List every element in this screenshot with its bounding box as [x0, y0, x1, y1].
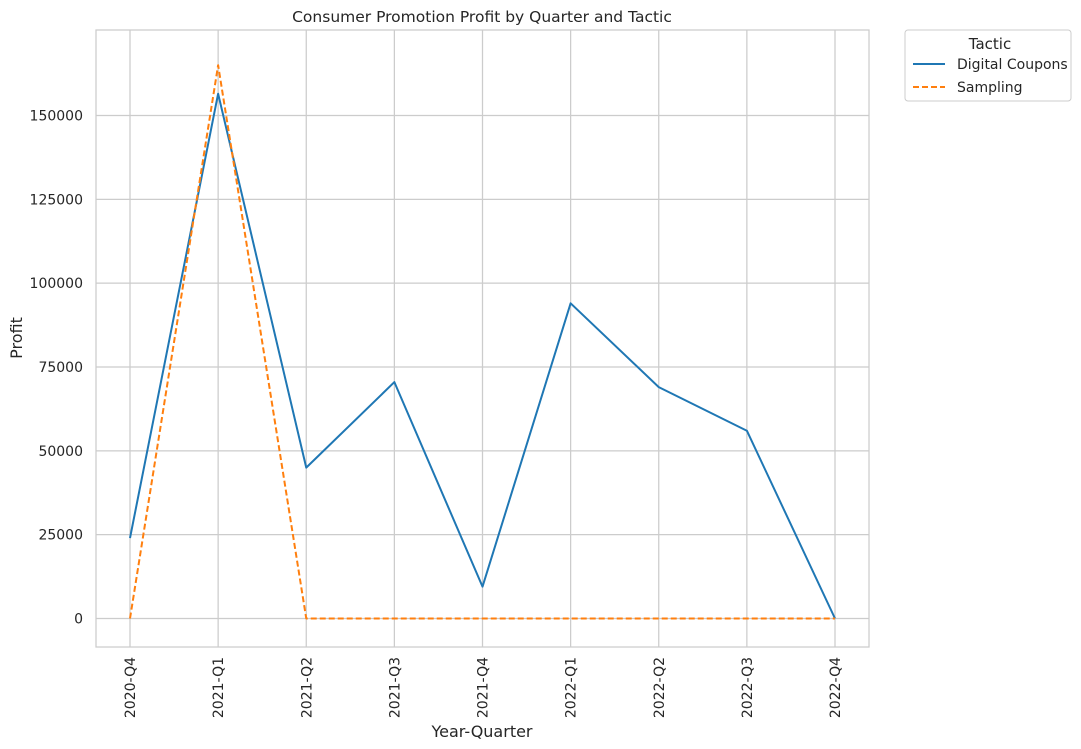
legend: Tactic Digital Coupons Sampling [904, 29, 1072, 102]
tick-labels: 0 25000 50000 75000 100000 125000 150000 2020-Q… [30, 109, 844, 719]
y-tick-label: 125000 [30, 192, 83, 208]
x-tick-label: 2022-Q4 [828, 657, 844, 718]
y-tick-label: 75000 [38, 360, 83, 376]
series-lines [129, 64, 836, 620]
series-line-sampling [129, 64, 835, 620]
y-tick-label: 25000 [38, 528, 83, 544]
legend-title: Tactic [968, 35, 1011, 53]
x-tick-label: 2020-Q4 [123, 657, 139, 718]
x-tick-label: 2022-Q3 [740, 657, 756, 718]
x-axis-label: Year-Quarter [430, 722, 532, 741]
y-tick-label: 150000 [30, 109, 83, 125]
x-tick-label: 2021-Q3 [387, 657, 403, 718]
series-line-digital-coupons [129, 92, 836, 619]
chart-title: Consumer Promotion Profit by Quarter and… [292, 8, 672, 26]
y-tick-label: 50000 [38, 444, 83, 460]
x-tick-label: 2022-Q1 [564, 657, 580, 718]
y-tick-label: 100000 [30, 276, 83, 292]
x-tick-label: 2021-Q2 [299, 657, 315, 718]
y-axis-label: Profit [7, 317, 26, 359]
y-tick-label: 0 [74, 611, 83, 627]
legend-label-sampling: Sampling [957, 80, 1023, 96]
x-tick-label: 2021-Q4 [476, 657, 492, 718]
x-tick-label: 2022-Q2 [652, 657, 668, 718]
legend-label-digital-coupons: Digital Coupons [957, 57, 1068, 73]
grid [96, 30, 869, 647]
plot-area-frame [95, 29, 870, 648]
x-tick-label: 2021-Q1 [211, 657, 227, 718]
legend-box [904, 29, 1072, 102]
